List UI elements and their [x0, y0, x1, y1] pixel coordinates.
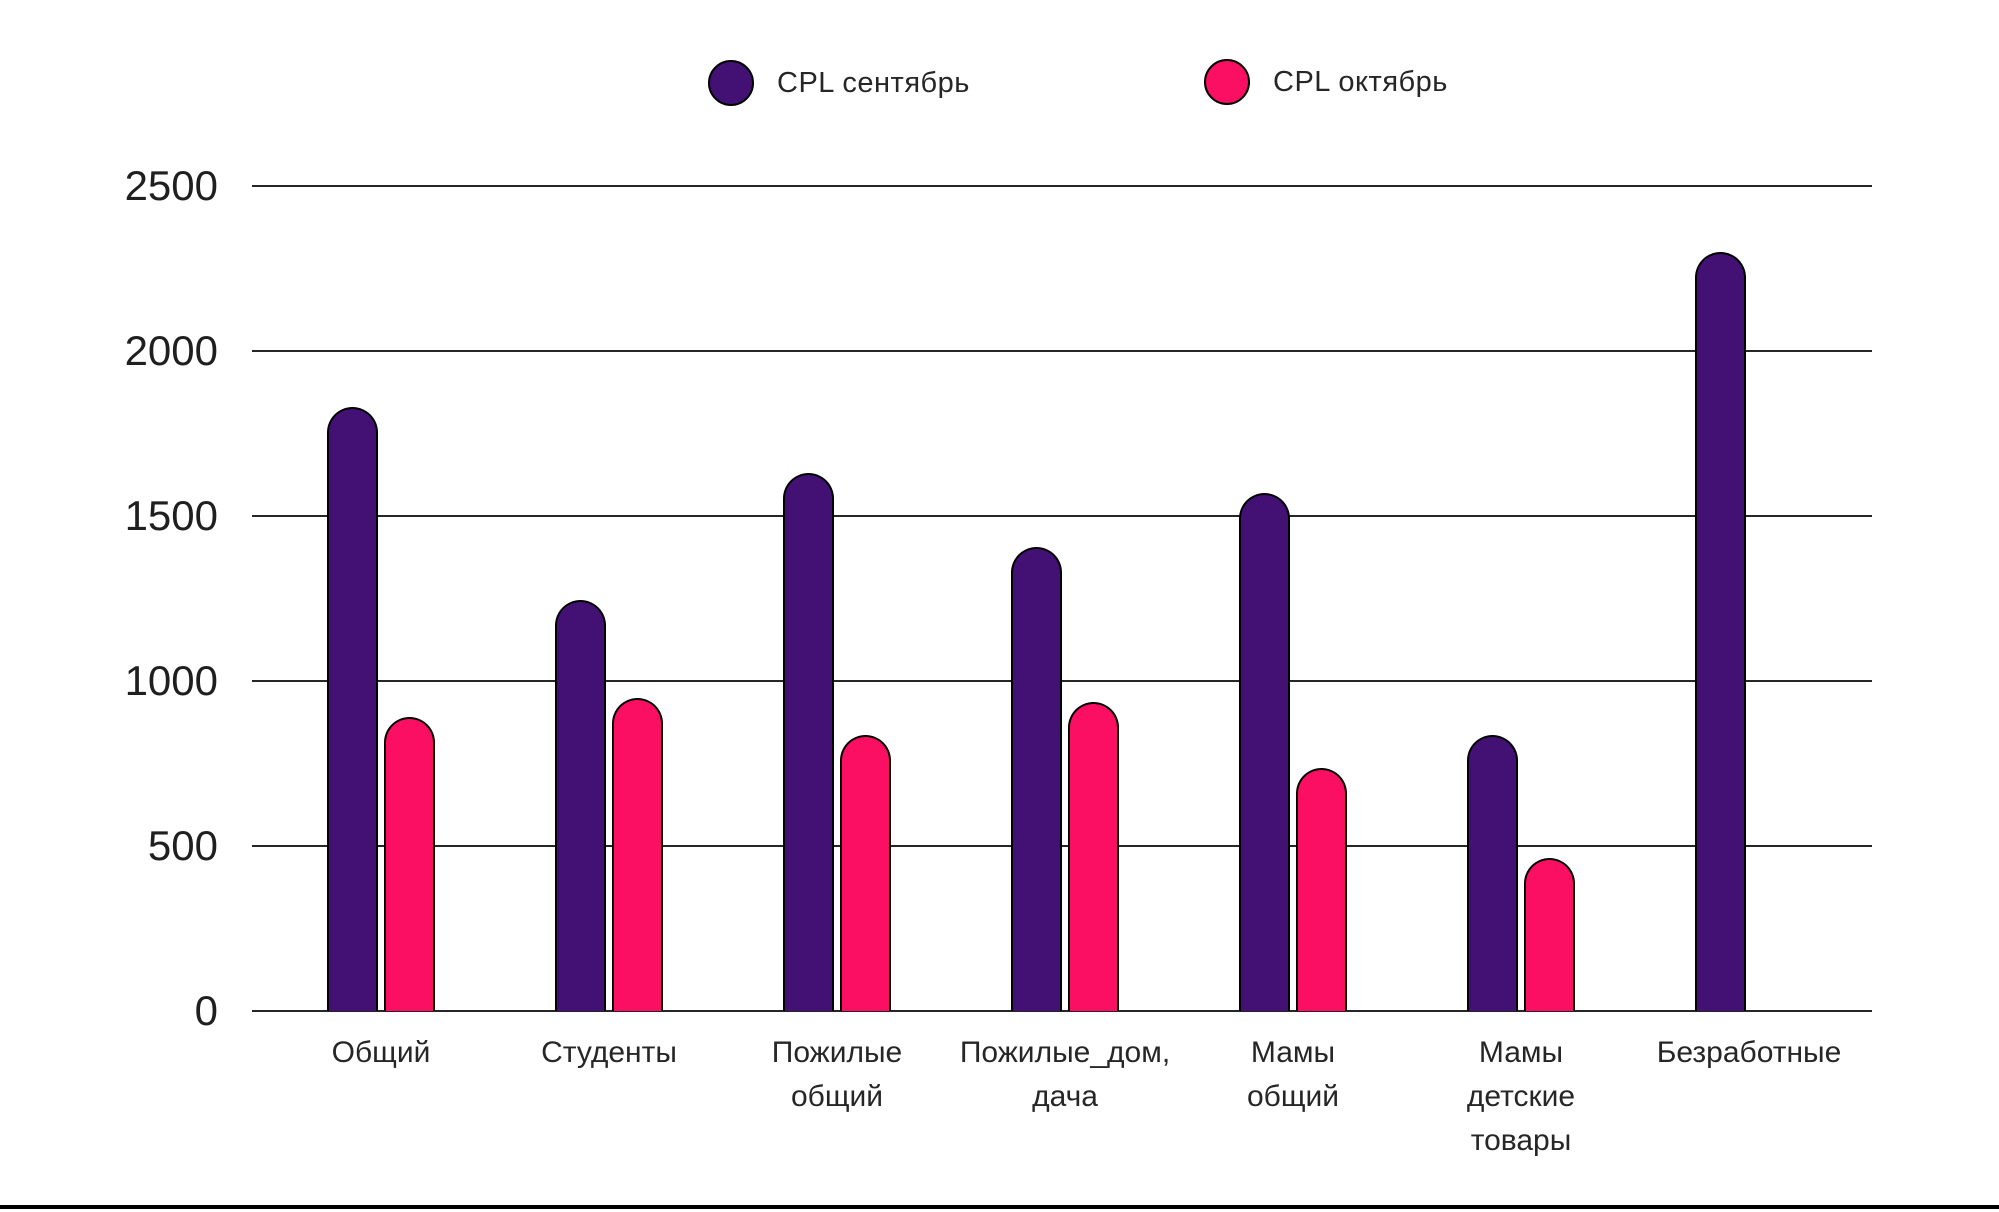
gridline-2000 [252, 350, 1872, 352]
bar-series1-category2 [840, 735, 891, 1011]
gridline-0 [252, 1010, 1872, 1012]
bar-series0-category1 [555, 600, 606, 1011]
bar-series0-category2 [783, 473, 834, 1011]
bar-series1-category4 [1296, 768, 1347, 1011]
y-axis-tick-label-500: 500 [147, 822, 218, 869]
bar-series1-category0 [384, 717, 435, 1011]
legend-label-october: CPL октябрь [1273, 65, 1448, 98]
x-axis-category-label-3: Пожилые_дом, дача [959, 1036, 1171, 1113]
bar-series0-category3 [1011, 547, 1062, 1011]
legend-marker-october-icon [1204, 59, 1250, 105]
x-axis-category-label-1: Студенты [541, 1036, 677, 1069]
y-axis-tick-label-2000: 2000 [124, 327, 218, 374]
x-axis-category-label-2: Пожилые общий [771, 1036, 903, 1113]
bar-series0-category6 [1695, 252, 1746, 1011]
y-axis-tick-label-1000: 1000 [124, 657, 218, 704]
x-axis-category-label-0: Общий [331, 1036, 431, 1069]
gridline-2500 [252, 185, 1872, 187]
x-axis-category-label-6: Безработные [1656, 1036, 1842, 1069]
y-axis-tick-label-1500: 1500 [124, 492, 218, 539]
gridline-500 [252, 845, 1872, 847]
gridline-1000 [252, 680, 1872, 682]
legend-marker-september-icon [708, 60, 754, 106]
chart-legend: CPL сентябрь CPL октябрь [0, 0, 1999, 130]
bar-series0-category5 [1467, 735, 1518, 1011]
legend-item-september: CPL сентябрь [708, 59, 970, 107]
y-axis-tick-label-0: 0 [194, 987, 218, 1034]
bar-series1-category3 [1068, 702, 1119, 1011]
bar-series0-category4 [1239, 492, 1290, 1011]
x-axis-category-label-4: Мамы общий [1246, 1036, 1340, 1113]
bottom-border-line [0, 1205, 1999, 1209]
bar-series1-category5 [1524, 857, 1575, 1011]
bar-series0-category0 [327, 407, 378, 1011]
gridline-1500 [252, 515, 1872, 517]
legend-item-october: CPL октябрь [1204, 58, 1448, 106]
y-axis-tick-label-2500: 2500 [124, 162, 218, 209]
bar-series1-category1 [612, 697, 663, 1011]
legend-label-september: CPL сентябрь [777, 66, 970, 99]
x-axis-category-label-5: Мамы детские товары [1466, 1036, 1576, 1157]
